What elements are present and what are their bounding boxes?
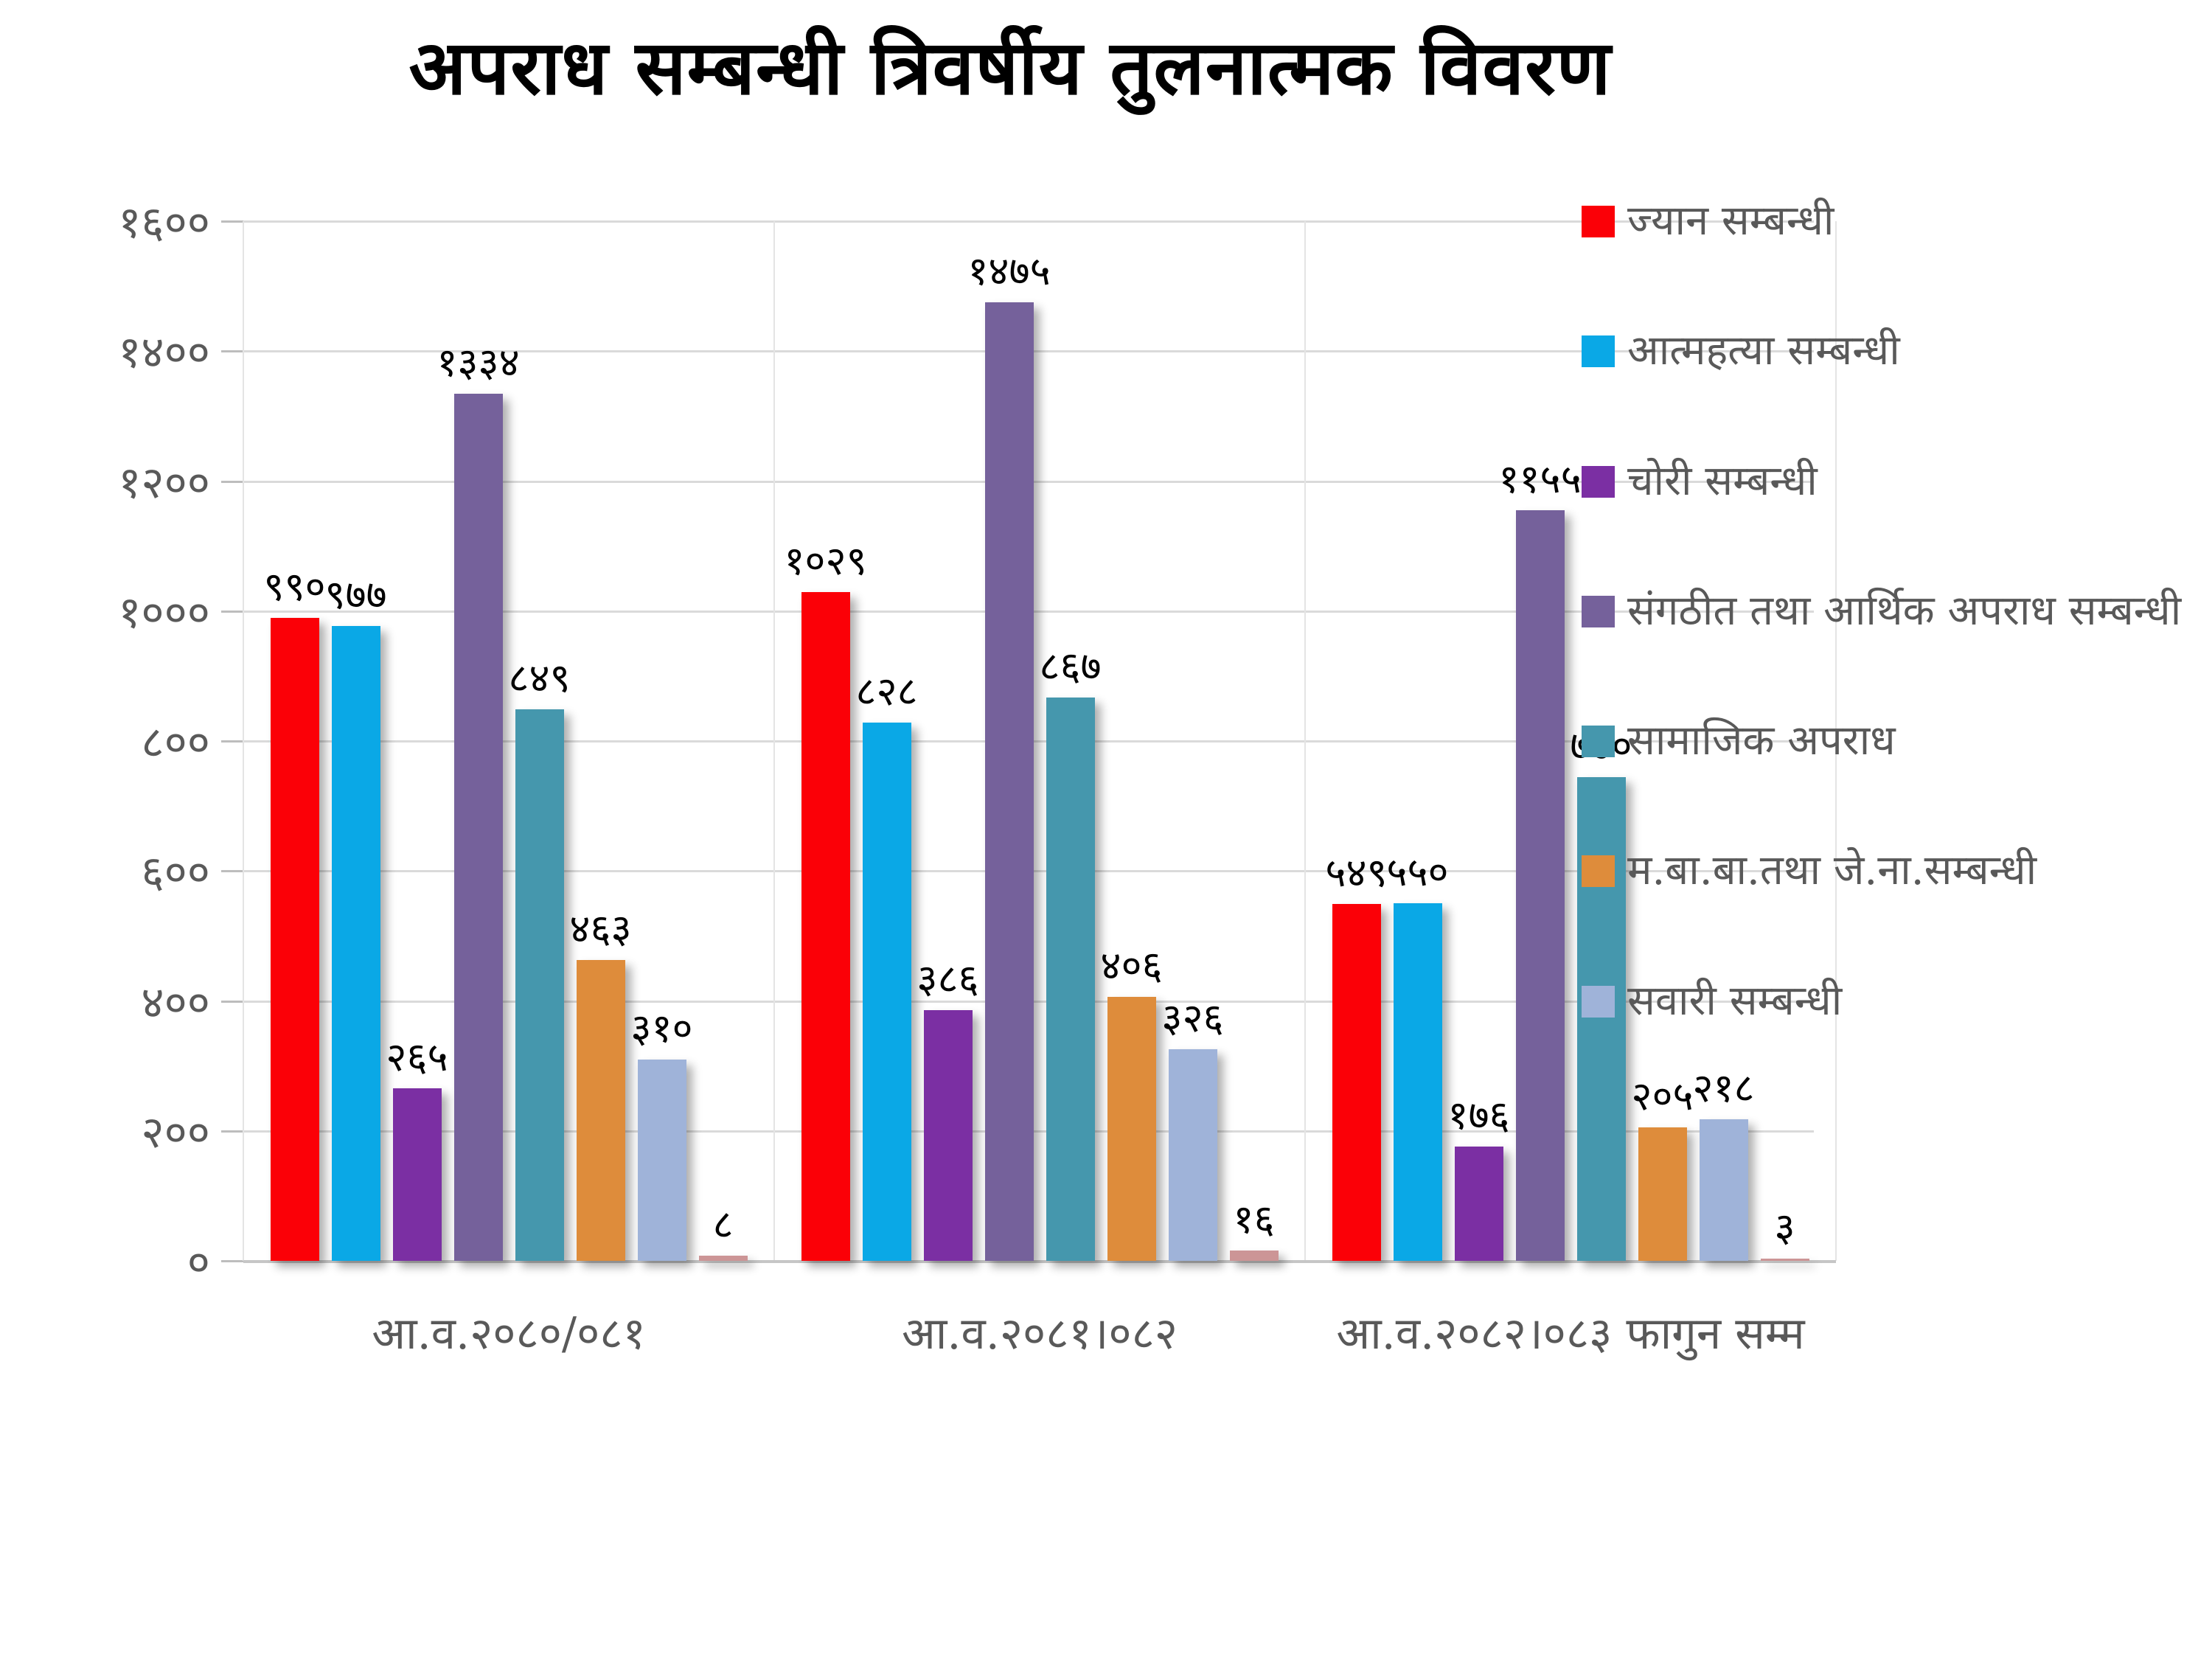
bar-value-label: ५५० — [1386, 849, 1449, 895]
bar-series3-group2 — [923, 1010, 973, 1261]
legend-label: आत्महत्या सम्बन्धी — [1627, 327, 1900, 375]
bar-value-label: ९९० — [263, 563, 326, 610]
legend-swatch-icon — [1582, 726, 1615, 757]
bar-value-label: २१८ — [1692, 1065, 1755, 1111]
bar-series4-group3 — [1515, 510, 1565, 1261]
bar-series2-group3 — [1393, 903, 1442, 1261]
bar-series7-group1 — [637, 1060, 686, 1261]
bar-value-label: ८६७ — [1039, 643, 1102, 689]
legend-swatch-icon — [1582, 335, 1615, 368]
legend-label: चोरी सम्बन्धी — [1627, 456, 1818, 505]
bar-value-label: १७६ — [1447, 1092, 1510, 1138]
bar-value-label: १०२९ — [784, 538, 867, 584]
legend-swatch-icon — [1582, 465, 1615, 498]
bar-series5-group3 — [1576, 777, 1626, 1261]
bar-value-label: ८ — [712, 1201, 734, 1248]
bar-series3-group3 — [1454, 1147, 1503, 1261]
bar-value-label: २०५ — [1631, 1073, 1694, 1119]
bar-series8-group1 — [698, 1256, 748, 1261]
bar-value-label: १६ — [1233, 1196, 1275, 1242]
bar-value-label: ३२६ — [1161, 995, 1224, 1041]
y-axis-tick — [221, 350, 243, 353]
x-axis-baseline — [243, 1260, 1836, 1263]
legend-swatch-icon — [1582, 595, 1615, 627]
y-axis-tick — [221, 870, 243, 873]
y-axis-tick — [221, 1260, 243, 1262]
category-boundary-gridline — [773, 221, 775, 1261]
y-tick-label: ० — [187, 1237, 210, 1288]
category-label-group2: आ.व.२०८१।०८२ — [902, 1308, 1178, 1360]
bar-series5-group1 — [515, 709, 564, 1261]
bar-value-label: ४०६ — [1100, 942, 1163, 989]
y-tick-label: १२०० — [118, 456, 210, 509]
gridline — [243, 220, 1814, 223]
y-tick-label: ८०० — [141, 717, 210, 768]
legend-swatch-icon — [1582, 206, 1615, 237]
category-boundary-gridline — [1304, 221, 1306, 1261]
bar-series1-group1 — [270, 618, 319, 1261]
y-axis-tick — [221, 1000, 243, 1003]
bar-series6-group3 — [1638, 1127, 1687, 1261]
legend-label: सवारी सम्बन्धी — [1627, 976, 1843, 1025]
bar-series7-group3 — [1699, 1119, 1748, 1261]
bar-series4-group2 — [984, 302, 1034, 1261]
y-tick-label: २०० — [141, 1106, 210, 1158]
legend-label: सामाजिक अपराध — [1627, 717, 1896, 765]
bar-series2-group1 — [331, 626, 380, 1261]
legend-label: म.बा.बा.तथा जे.ना.सम्बन्धी — [1627, 846, 2037, 895]
y-tick-label: १००० — [118, 586, 210, 639]
bar-series4-group1 — [453, 394, 503, 1261]
y-axis-tick — [221, 740, 243, 742]
bar-value-label: ३१० — [630, 1005, 693, 1051]
bar-value-label: ८४९ — [508, 655, 571, 701]
y-axis-tick — [221, 480, 243, 483]
bar-series3-group1 — [392, 1088, 442, 1261]
bar-value-label: ४६३ — [569, 905, 632, 952]
chart-title: अपराध सम्बन्धी त्रिवर्षीय तुलनात्मक विवर… — [408, 24, 1612, 112]
legend-label: संगठीत तथा आर्थिक अपराध सम्बन्धी — [1627, 586, 2182, 635]
legend-label: ज्यान सम्बन्धी — [1627, 197, 1834, 245]
y-axis-tick — [221, 1130, 243, 1133]
y-tick-label: ४०० — [141, 976, 210, 1029]
bar-series7-group2 — [1168, 1049, 1217, 1261]
category-label-group3: आ.व.२०८२।०८३ फागुन सम्म — [1336, 1308, 1805, 1360]
bar-value-label: २६५ — [386, 1034, 448, 1080]
category-boundary-gridline — [1835, 221, 1837, 1261]
y-axis-tick — [221, 220, 243, 223]
legend-swatch-icon — [1582, 985, 1615, 1018]
bar-series8-group2 — [1229, 1251, 1279, 1261]
bar-value-label: ५४९ — [1325, 849, 1388, 896]
y-tick-label: ६०० — [141, 846, 210, 899]
category-boundary-gridline — [243, 221, 244, 1261]
bar-series2-group2 — [862, 723, 911, 1261]
y-tick-label: १६०० — [118, 197, 210, 248]
y-tick-label: १४०० — [118, 327, 210, 379]
bar-value-label: ३८६ — [917, 956, 979, 1002]
legend-swatch-icon — [1582, 855, 1615, 888]
bar-series1-group2 — [801, 592, 850, 1261]
bar-series6-group2 — [1107, 997, 1156, 1261]
bar-value-label: ११५५ — [1498, 456, 1582, 502]
bar-series1-group3 — [1332, 904, 1381, 1261]
bar-value-label: १४७५ — [967, 248, 1051, 294]
bar-value-label: ३ — [1774, 1204, 1795, 1251]
y-axis-tick — [221, 610, 243, 613]
category-label-group1: आ.व.२०८०/०८१ — [372, 1308, 646, 1360]
bar-value-label: ८२८ — [855, 668, 918, 714]
bar-series5-group2 — [1046, 698, 1095, 1261]
bar-series6-group1 — [576, 960, 625, 1261]
bar-value-label: १३३४ — [437, 339, 520, 386]
bar-series8-group3 — [1760, 1259, 1809, 1261]
bar-value-label: ९७७ — [324, 571, 387, 618]
